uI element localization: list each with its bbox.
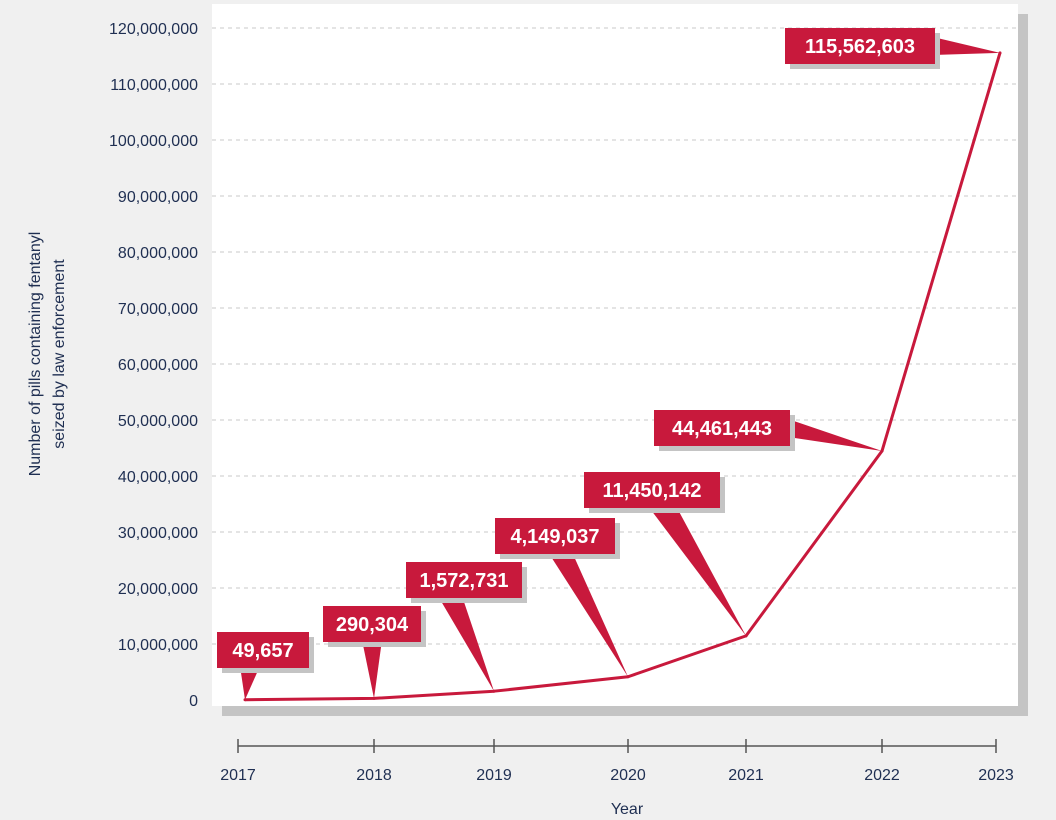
x-tick-label: 2019 xyxy=(476,767,512,784)
y-tick-label: 100,000,000 xyxy=(109,133,198,150)
y-tick-label: 10,000,000 xyxy=(118,637,198,654)
data-label-text: 44,461,443 xyxy=(672,418,772,440)
y-tick-label: 70,000,000 xyxy=(118,301,198,318)
data-label-text: 49,657 xyxy=(232,640,293,662)
y-tick-label: 0 xyxy=(189,693,198,710)
y-tick-label: 120,000,000 xyxy=(109,21,198,38)
y-axis: 0 10,000,000 20,000,000 30,000,000 40,000,00… xyxy=(109,21,198,710)
y-axis-title: Number of pills containing fentanyl seiz… xyxy=(27,232,68,477)
data-label: 290,304 xyxy=(323,606,426,699)
data-label-tail xyxy=(438,596,494,692)
y-tick-label: 80,000,000 xyxy=(118,245,198,262)
y-tick-label: 40,000,000 xyxy=(118,469,198,486)
x-tick-label: 2022 xyxy=(864,767,900,784)
y-axis-title-line-2: seized by law enforcement xyxy=(51,259,68,449)
y-axis-title-line-1: Number of pills containing fentanyl xyxy=(27,232,44,477)
data-label: 49,657 xyxy=(217,632,314,700)
data-label-box xyxy=(406,562,522,598)
x-tick-label: 2017 xyxy=(220,767,256,784)
y-tick-label: 60,000,000 xyxy=(118,357,198,374)
x-axis: 2017 2018 2019 2020 2021 2022 2023 xyxy=(220,739,1014,784)
y-tick-label: 50,000,000 xyxy=(118,413,198,430)
y-tick-label: 20,000,000 xyxy=(118,581,198,598)
data-label: 115,562,603 xyxy=(785,28,1000,69)
data-label-box xyxy=(654,410,790,446)
x-tick-label: 2018 xyxy=(356,767,392,784)
data-label-box xyxy=(323,606,421,642)
data-label-tail xyxy=(788,419,882,452)
data-label-text: 290,304 xyxy=(336,614,409,636)
data-label-tail xyxy=(362,640,382,699)
y-tick-label: 90,000,000 xyxy=(118,189,198,206)
data-label-box xyxy=(584,472,720,508)
data-label-tail xyxy=(648,506,746,636)
y-tick-label: 110,000,000 xyxy=(110,77,198,94)
data-label: 1,572,731 xyxy=(406,562,527,692)
data-label: 44,461,443 xyxy=(654,410,882,452)
plot-area xyxy=(212,4,1018,706)
data-label: 11,450,142 xyxy=(584,472,746,636)
data-label-text: 4,149,037 xyxy=(511,526,600,548)
data-label-tail xyxy=(933,37,1000,55)
x-axis-title: Year xyxy=(611,801,644,818)
data-label: 4,149,037 xyxy=(495,518,628,677)
data-label-text: 1,572,731 xyxy=(420,570,509,592)
x-tick-label: 2021 xyxy=(728,767,764,784)
data-label-tail xyxy=(548,552,628,677)
data-label-text: 115,562,603 xyxy=(805,36,915,58)
x-tick-label: 2023 xyxy=(978,767,1014,784)
data-label-tail xyxy=(240,666,260,700)
y-tick-label: 30,000,000 xyxy=(118,525,198,542)
data-label-box xyxy=(495,518,615,554)
data-label-text: 11,450,142 xyxy=(603,480,702,502)
x-tick-label: 2020 xyxy=(610,767,646,784)
data-label-box xyxy=(785,28,935,64)
data-label-box xyxy=(217,632,309,668)
